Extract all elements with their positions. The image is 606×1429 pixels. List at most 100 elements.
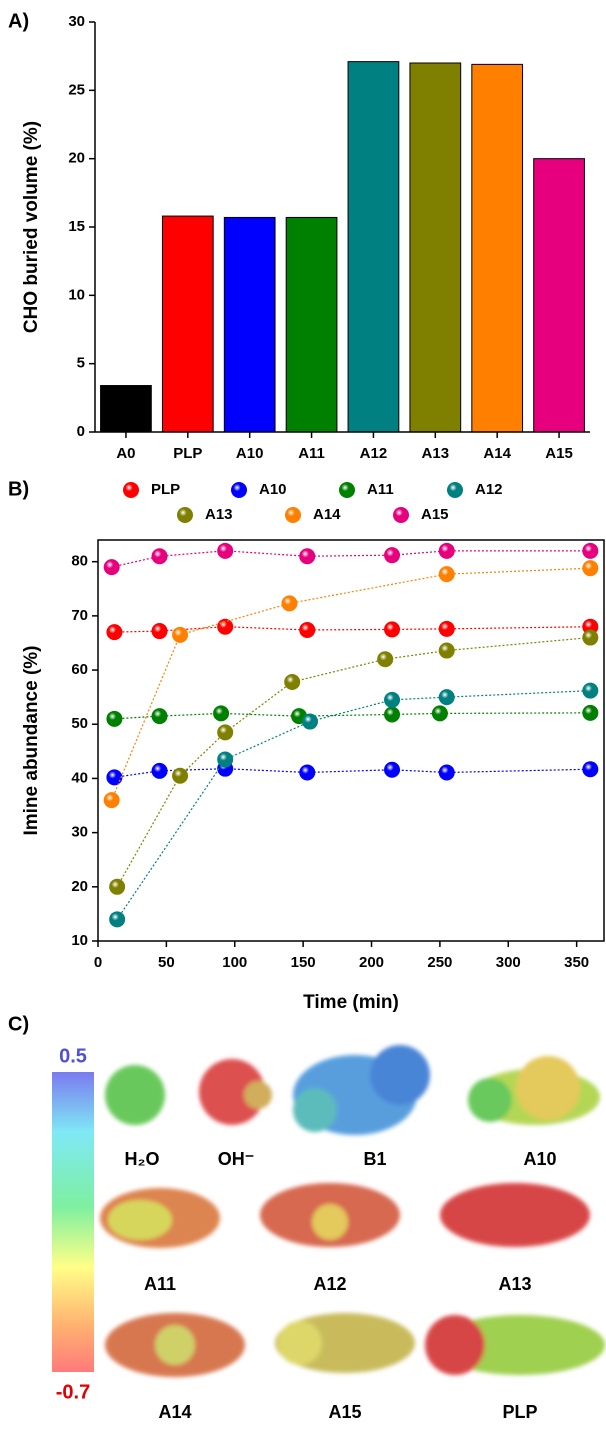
legend-label: A13 xyxy=(205,506,233,523)
point xyxy=(109,911,126,928)
y-tick-label: 80 xyxy=(71,553,88,570)
point xyxy=(213,705,230,722)
trend-line xyxy=(116,690,591,920)
y-tick-label: 0 xyxy=(77,423,85,440)
trend-line xyxy=(116,636,591,888)
point xyxy=(438,566,455,583)
point xyxy=(384,706,401,723)
point xyxy=(582,560,599,577)
point xyxy=(106,769,123,786)
y-tick-label: 25 xyxy=(68,81,85,98)
legend-marker xyxy=(447,482,463,498)
y-tick-label: 50 xyxy=(71,715,88,732)
x-tick-label: A13 xyxy=(422,445,450,462)
legend-marker xyxy=(231,482,247,498)
molecule-label: A11 xyxy=(144,1274,176,1294)
panel-label: B) xyxy=(8,478,29,500)
point xyxy=(384,691,401,708)
point xyxy=(299,764,316,781)
molecule-label: PLP xyxy=(502,1402,537,1422)
molecule-surfaces xyxy=(100,1045,605,1377)
point xyxy=(151,762,168,779)
legend-marker xyxy=(123,482,139,498)
x-tick-label: A10 xyxy=(236,445,264,462)
trend-line xyxy=(114,712,591,720)
molecule-label: A13 xyxy=(498,1274,531,1294)
legend-label: A11 xyxy=(367,481,394,498)
legend-marker xyxy=(393,507,409,523)
point xyxy=(172,626,189,643)
molecule-label: OH⁻ xyxy=(218,1149,255,1169)
point xyxy=(582,629,599,646)
molecule-label: A10 xyxy=(523,1149,556,1169)
colorbar-min: -0.7 xyxy=(56,1381,90,1403)
molecule-label: A14 xyxy=(158,1402,191,1422)
bar xyxy=(409,62,462,433)
point xyxy=(384,621,401,638)
x-tick-label: 350 xyxy=(564,954,589,971)
point xyxy=(582,542,599,559)
y-axis-title: Imine abundance (%) xyxy=(21,645,42,835)
point xyxy=(582,761,599,778)
y-tick-label: 30 xyxy=(68,13,85,30)
bar xyxy=(533,158,585,433)
bar xyxy=(285,216,338,433)
trend-line xyxy=(111,567,591,801)
y-axis-title: CHO buried volume (%) xyxy=(21,121,42,333)
legend-marker xyxy=(339,482,355,498)
panel-c: C) 0.5 -0.7 H₂O OH⁻ B1 A10 A11 A12 A13 A… xyxy=(8,1013,605,1422)
y-tick-label: 20 xyxy=(71,878,88,895)
x-tick-label: 200 xyxy=(359,954,384,971)
x-tick-label: A14 xyxy=(483,445,511,462)
x-axis-title: Time (min) xyxy=(303,992,399,1013)
y-tick-label: 10 xyxy=(71,932,88,949)
point xyxy=(301,713,318,730)
y-tick-label: 15 xyxy=(68,218,85,235)
legend-label: A12 xyxy=(475,481,503,498)
point xyxy=(582,682,599,699)
colorbar xyxy=(52,1072,94,1372)
bar xyxy=(223,216,276,433)
point xyxy=(377,651,394,668)
panel-label: C) xyxy=(8,1013,29,1035)
point xyxy=(431,705,448,722)
point xyxy=(384,547,401,564)
x-tick-label: A15 xyxy=(545,445,573,462)
point xyxy=(151,623,168,640)
point xyxy=(217,751,234,768)
panel-label: A) xyxy=(8,10,29,32)
point xyxy=(109,878,126,895)
point xyxy=(438,642,455,659)
point xyxy=(438,620,455,637)
point xyxy=(103,792,120,809)
point xyxy=(299,548,316,565)
bar xyxy=(347,61,400,433)
y-tick-label: 70 xyxy=(71,607,88,624)
bar xyxy=(471,63,524,433)
y-tick-label: 5 xyxy=(77,355,85,372)
molecule-label: A12 xyxy=(313,1274,346,1294)
plot-frame xyxy=(97,539,605,942)
bar xyxy=(100,385,152,433)
point xyxy=(217,542,234,559)
colorbar-max: 0.5 xyxy=(59,1045,87,1067)
point xyxy=(582,704,599,721)
point xyxy=(299,621,316,638)
legend-marker xyxy=(285,507,301,523)
x-tick-label: 250 xyxy=(427,954,452,971)
y-tick-label: 20 xyxy=(68,150,85,167)
point xyxy=(384,761,401,778)
x-tick-label: A11 xyxy=(298,445,325,462)
y-tick-label: 30 xyxy=(71,824,88,841)
legend-label: PLP xyxy=(151,481,180,498)
legend-label: A14 xyxy=(313,506,341,523)
molecule-label: B1 xyxy=(363,1149,386,1169)
point xyxy=(284,673,301,690)
legend-label: A15 xyxy=(421,506,449,523)
y-tick-label: 10 xyxy=(68,286,85,303)
x-tick-label: 150 xyxy=(291,954,316,971)
molecule-label: A15 xyxy=(328,1402,361,1422)
x-tick-label: 0 xyxy=(94,954,102,971)
molecule-label: H₂O xyxy=(125,1149,160,1169)
point xyxy=(151,548,168,565)
